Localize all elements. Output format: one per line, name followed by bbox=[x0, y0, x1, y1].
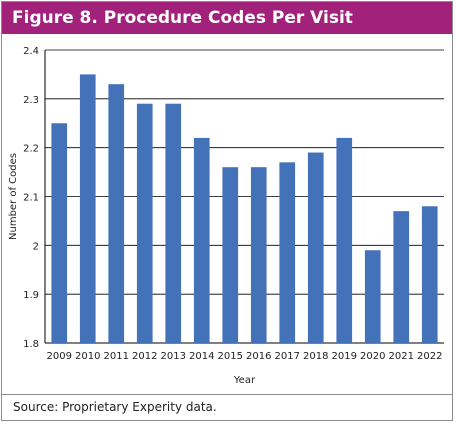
bar-2019 bbox=[336, 137, 353, 343]
y-tick-label: 1.9 bbox=[23, 290, 39, 301]
bar-2013 bbox=[165, 103, 182, 343]
x-tick-label: 2021 bbox=[389, 351, 414, 362]
bar-2015 bbox=[222, 167, 239, 343]
bar-2012 bbox=[136, 103, 153, 343]
bar-2011 bbox=[108, 84, 125, 343]
figure-title: Figure 8. Procedure Codes Per Visit bbox=[2, 2, 452, 34]
x-tick-label: 2019 bbox=[332, 351, 357, 362]
x-tick-label: 2016 bbox=[246, 351, 271, 362]
bar-2021 bbox=[393, 211, 410, 343]
bar-2022 bbox=[421, 206, 438, 343]
x-tick-label: 2011 bbox=[104, 351, 129, 362]
bar-2009 bbox=[51, 123, 68, 343]
x-tick-label: 2018 bbox=[303, 351, 328, 362]
x-tick-label: 2015 bbox=[218, 351, 243, 362]
bar-2016 bbox=[250, 167, 267, 343]
y-tick-label: 2.1 bbox=[23, 193, 39, 204]
x-tick-label: 2014 bbox=[189, 351, 214, 362]
x-tick-label: 2012 bbox=[132, 351, 157, 362]
bar-2020 bbox=[364, 250, 381, 343]
x-tick-label: 2020 bbox=[360, 351, 385, 362]
bar-2017 bbox=[279, 162, 296, 343]
x-tick-label: 2022 bbox=[417, 351, 442, 362]
x-tick-label: 2017 bbox=[275, 351, 300, 362]
y-tick-label: 2.4 bbox=[23, 46, 39, 57]
source-divider bbox=[2, 394, 452, 395]
x-tick-label: 2010 bbox=[75, 351, 100, 362]
x-tick-label: 2013 bbox=[161, 351, 186, 362]
y-tick-label: 1.8 bbox=[23, 339, 39, 350]
bar-2018 bbox=[307, 152, 324, 343]
x-axis-title: Year bbox=[233, 375, 256, 386]
bar-2010 bbox=[79, 74, 96, 343]
x-tick-label: 2009 bbox=[47, 351, 72, 362]
y-tick-label: 2 bbox=[33, 241, 39, 252]
y-axis-title: Number of Codes bbox=[8, 153, 19, 240]
source-note: Source: Proprietary Experity data. bbox=[13, 400, 217, 414]
y-tick-label: 2.3 bbox=[23, 95, 39, 106]
bar-2014 bbox=[193, 137, 210, 343]
y-tick-label: 2.2 bbox=[23, 144, 39, 155]
